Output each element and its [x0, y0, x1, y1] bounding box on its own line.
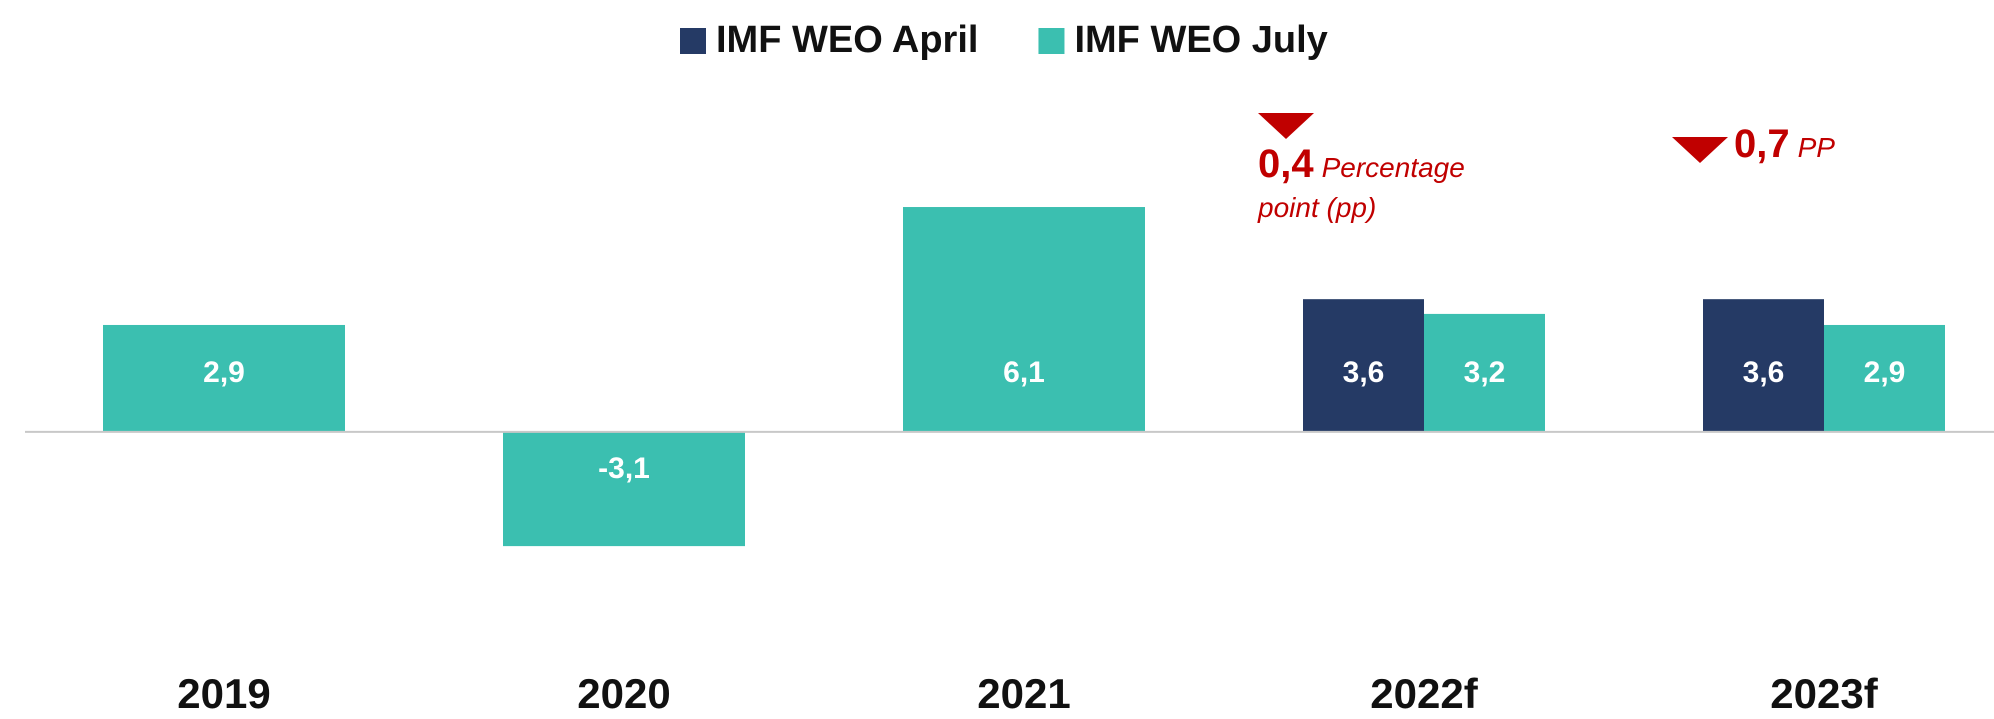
value-label: -3,1	[598, 452, 650, 485]
down-arrow	[1258, 112, 1314, 139]
annotation-text: PP	[1797, 132, 1835, 163]
legend-swatch	[1038, 28, 1065, 54]
bar	[1303, 299, 1424, 432]
x-tick-label: 2023f	[1770, 670, 1878, 717]
bar	[1703, 299, 1824, 432]
value-label: 2,9	[1864, 356, 1906, 389]
bar	[1824, 324, 1945, 432]
bar	[1424, 313, 1545, 432]
annotation-value: 0,4	[1258, 142, 1314, 186]
bar	[503, 431, 745, 547]
bar	[903, 207, 1145, 432]
annotation: 0,7PP2023f	[1672, 124, 1972, 168]
x-tick-label: 2021	[977, 670, 1070, 717]
value-label: 2,9	[203, 356, 245, 389]
annotation-value: 0,7	[1734, 122, 1790, 166]
x-tick-label: 2020	[577, 670, 670, 717]
value-label: 3,6	[1343, 356, 1385, 389]
legend-label: IMF WEO July	[1074, 19, 1327, 61]
bar	[103, 324, 345, 432]
value-label: 6,1	[1003, 356, 1045, 389]
annotation-text: Percentage point (pp)	[1258, 152, 1465, 223]
value-label: 3,6	[1743, 356, 1785, 389]
legend-label: IMF WEO April	[716, 19, 978, 61]
value-label: 3,2	[1464, 356, 1506, 389]
legend-swatch	[680, 28, 706, 54]
down-arrow	[1672, 136, 1728, 163]
x-tick-label: 2019	[177, 670, 270, 717]
x-tick-label: 2022f	[1370, 670, 1478, 717]
